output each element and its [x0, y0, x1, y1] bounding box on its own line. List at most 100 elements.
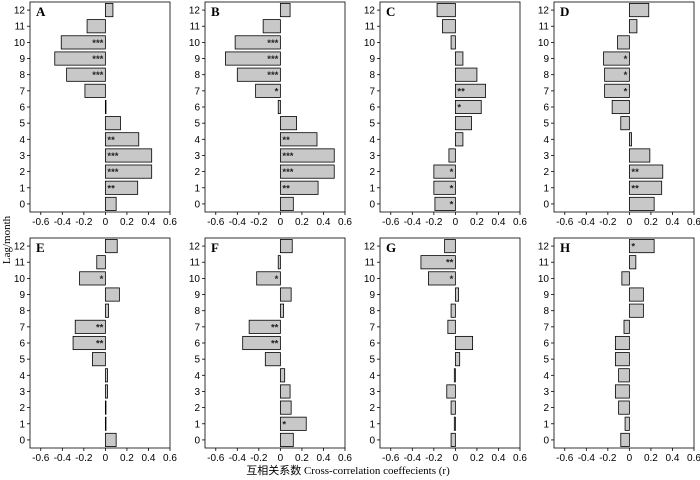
bar-lag-12	[279, 239, 293, 254]
x-tick-label: -0.6	[382, 217, 400, 228]
panel-b: B********************-0.6 -0.4 -0.2 0 0.2 0.4…	[189, 1, 352, 228]
bar-lag-3	[448, 148, 456, 163]
x-tick-label: 0.2	[120, 217, 134, 228]
bar-lag-0	[628, 196, 655, 211]
y-tick-label: 2	[194, 167, 200, 178]
significance-label: ***	[107, 167, 118, 178]
bar-lag-10	[256, 271, 281, 286]
x-tick-label: 0	[103, 217, 109, 228]
bar-lag-9	[279, 287, 292, 302]
bar-lag-9	[54, 51, 106, 66]
bar-lag-6	[104, 99, 107, 115]
bar-lag-12	[436, 3, 456, 18]
bar-lag-1	[624, 416, 630, 431]
x-tick-label: 0.4	[492, 217, 506, 228]
bar-lag-5	[104, 116, 121, 131]
x-tick-label: 0	[103, 453, 109, 464]
y-tick-label: 10	[538, 38, 550, 49]
y-tick-label: 1	[543, 419, 549, 430]
y-tick-label: 9	[19, 54, 25, 65]
bar-lag-9	[628, 287, 644, 302]
y-tick-label: 4	[543, 135, 549, 146]
bar-lag-9	[603, 51, 630, 66]
significance-label: ***	[92, 54, 103, 65]
significance-label: ***	[267, 70, 278, 81]
y-tick-label: 11	[190, 258, 201, 269]
y-tick-label: 6	[19, 103, 25, 114]
y-tick-label: 0	[19, 199, 25, 210]
bar-lag-8	[236, 67, 281, 82]
bar-lag-4	[454, 132, 464, 147]
y-tick-label: 2	[19, 167, 25, 178]
y-tick-label: 4	[19, 135, 25, 146]
y-tick-label: 6	[194, 339, 200, 350]
bar-lag-3	[628, 148, 651, 163]
y-tick-label: 2	[19, 403, 25, 414]
x-axis-title: 互相关系数 Cross-correlation coeffecients (r)	[246, 463, 450, 477]
y-tick-label: 9	[194, 290, 200, 301]
x-tick-label: 0	[453, 217, 459, 228]
y-tick-label: 0	[194, 199, 200, 210]
y-tick-label: 3	[543, 151, 549, 162]
y-tick-label: 3	[194, 387, 200, 398]
x-tick-label: -0.2	[75, 453, 93, 464]
y-tick-label: 8	[543, 306, 549, 317]
significance-label: *	[624, 86, 628, 97]
panel-e: E*****-0.6 -0.4 -0.2 0 0.2 0.4 0.6012345678910…	[14, 237, 177, 464]
bar-lag-4	[279, 132, 318, 147]
bar-lag-2	[104, 164, 153, 179]
x-tick-label: -0.2	[425, 217, 443, 228]
x-tick-label: -0.2	[599, 453, 617, 464]
bar-lag-4	[453, 368, 456, 383]
panel-a: A*******************-0.6 -0.4 -0.2 0 0.2 0.4 0…	[14, 1, 177, 228]
x-tick-label: 0.4	[317, 453, 331, 464]
bar-lag-7	[74, 319, 106, 334]
bar-lag-11	[628, 255, 637, 270]
y-tick-label: 10	[189, 38, 201, 49]
significance-label: ***	[107, 151, 118, 162]
y-tick-label: 0	[543, 435, 549, 446]
bar-lag-3	[614, 384, 630, 399]
bar-lag-11	[442, 19, 456, 34]
significance-label: **	[271, 339, 279, 350]
bar-lag-11	[86, 19, 106, 34]
x-tick-label: -0.4	[404, 217, 422, 228]
significance-label: **	[282, 183, 290, 194]
significance-label: **	[282, 135, 290, 146]
bar-lag-6	[72, 335, 106, 351]
x-tick-label: -0.4	[578, 217, 596, 228]
x-tick-label: -0.2	[599, 217, 617, 228]
significance-label: *	[282, 419, 286, 430]
bar-lag-10	[428, 271, 456, 286]
y-tick-label: 1	[369, 419, 375, 430]
bar-lag-11	[277, 255, 281, 270]
bar-lag-4	[628, 132, 632, 147]
y-tick-label: 4	[194, 135, 200, 146]
y-tick-label: 7	[369, 322, 375, 333]
bar-lag-2	[433, 164, 456, 179]
panel-frame	[379, 1, 521, 213]
bar-lag-7	[255, 83, 281, 98]
y-tick-label: 3	[19, 387, 25, 398]
x-tick-label: -0.2	[250, 453, 268, 464]
panel-label: G	[386, 240, 396, 255]
y-tick-label: 12	[189, 6, 201, 17]
bar-lag-3	[279, 148, 335, 163]
bar-lag-3	[446, 384, 456, 399]
significance-label: *	[631, 242, 635, 253]
bar-lag-9	[454, 51, 464, 66]
bar-lag-7	[447, 319, 456, 334]
y-tick-label: 8	[194, 306, 200, 317]
bar-lag-8	[104, 303, 110, 318]
x-tick-label: -0.6	[32, 453, 50, 464]
x-tick-label: 0.4	[142, 217, 156, 228]
bar-lag-2	[104, 400, 107, 415]
x-tick-label: 0.2	[470, 453, 484, 464]
significance-label: ***	[92, 38, 103, 49]
x-tick-label: -0.2	[425, 453, 443, 464]
x-tick-label: -0.4	[404, 453, 422, 464]
y-tick-label: 10	[538, 274, 550, 285]
bar-lag-11	[628, 19, 638, 34]
bar-lag-12	[444, 239, 456, 254]
